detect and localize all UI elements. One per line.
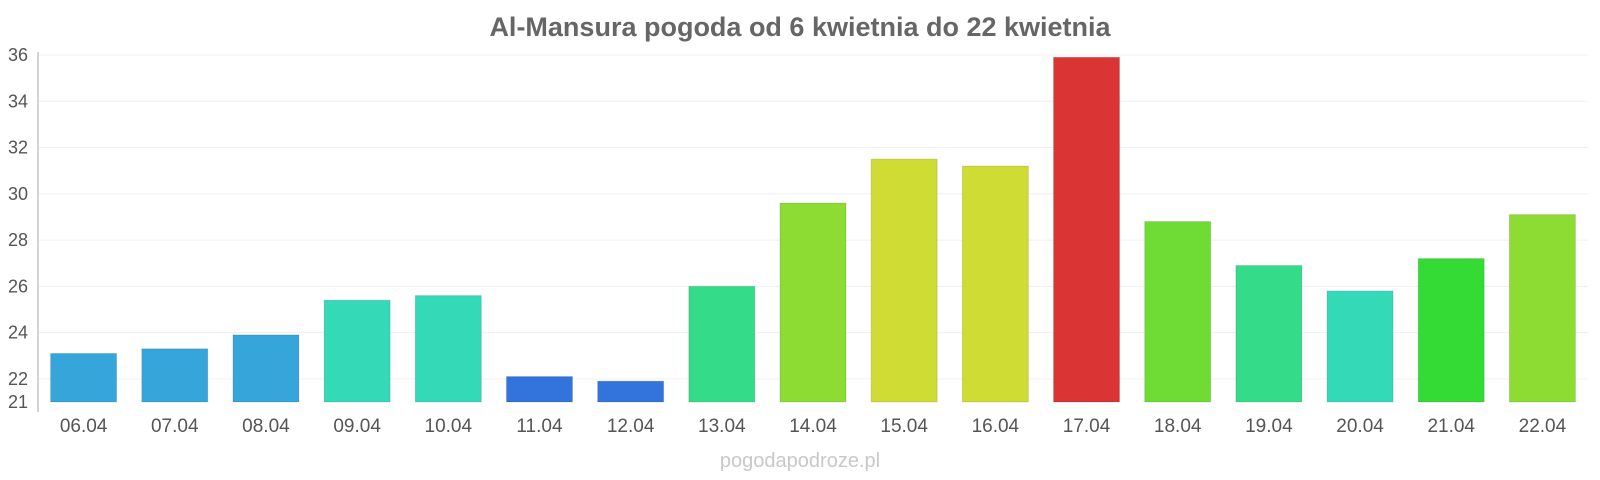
bar-07-04 [141, 348, 209, 403]
x-tick-label: 22.04 [1519, 416, 1567, 437]
y-axis-ticks: 21 22 24 26 28 30 32 34 36 [8, 45, 28, 412]
x-tick-label: 12.04 [607, 416, 655, 437]
x-tick-label: 15.04 [880, 416, 928, 437]
x-tick-label: 21.04 [1427, 416, 1475, 437]
x-tick-label: 16.04 [972, 416, 1020, 437]
x-tick-label: 14.04 [789, 416, 837, 437]
x-tick-label: 17.04 [1063, 416, 1111, 437]
bar-19-04 [1235, 265, 1303, 403]
bar-22-04 [1508, 214, 1576, 403]
x-tick-label: 06.04 [60, 416, 108, 437]
y-tick-label: 22 [8, 369, 28, 389]
bar-12-04 [597, 380, 665, 403]
y-tick-label: 36 [8, 45, 28, 65]
y-tick-label: 32 [8, 138, 28, 158]
bars [50, 56, 1576, 403]
y-tick-label: 28 [8, 230, 28, 250]
x-tick-label: 08.04 [242, 416, 290, 437]
x-tick-label: 19.04 [1245, 416, 1293, 437]
bar-17-04 [1053, 56, 1121, 403]
y-tick-label: 24 [8, 323, 28, 343]
bar-14-04 [779, 202, 847, 403]
x-tick-label: 18.04 [1154, 416, 1202, 437]
y-tick-label: 30 [8, 184, 28, 204]
bar-20-04 [1326, 290, 1394, 403]
x-tick-label: 20.04 [1336, 416, 1384, 437]
chart-title: Al-Mansura pogoda od 6 kwietnia do 22 kw… [489, 12, 1111, 42]
x-tick-label: 13.04 [698, 416, 746, 437]
bar-10-04 [414, 295, 482, 403]
x-axis-ticks: 06.04 07.04 08.04 09.04 10.04 11.04 12.04 13.04… [60, 416, 1567, 437]
y-tick-label: 21 [8, 392, 28, 412]
bar-09-04 [323, 299, 391, 403]
bar-11-04 [505, 376, 573, 403]
bar-15-04 [870, 158, 938, 403]
x-tick-label: 10.04 [425, 416, 473, 437]
site-credit: pogodapodroze.pl [719, 450, 881, 472]
bar-08-04 [232, 334, 300, 403]
bar-18-04 [1144, 221, 1212, 403]
bar-16-04 [961, 165, 1029, 403]
y-tick-label: 34 [8, 91, 28, 111]
x-tick-label: 07.04 [151, 416, 199, 437]
bar-21-04 [1417, 258, 1485, 403]
bar-13-04 [688, 285, 756, 403]
x-tick-label: 09.04 [333, 416, 381, 437]
y-tick-label: 26 [8, 276, 28, 296]
bar-06-04 [50, 352, 118, 403]
x-tick-label: 11.04 [516, 416, 563, 437]
